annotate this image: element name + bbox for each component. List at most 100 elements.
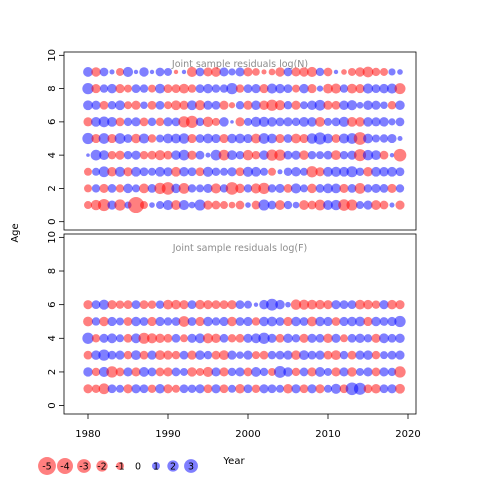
bubble-age7-2012: [339, 100, 349, 110]
bubble-age9-1989: [155, 67, 165, 77]
bubble-age6-1983: [107, 116, 117, 127]
bubble-age2-1988: [147, 184, 157, 193]
bubble-age6-2009: [315, 299, 325, 310]
bubble-age4-2011: [331, 150, 341, 161]
bubble-age9-2019: [397, 69, 403, 75]
bubble-age1-2009: [315, 384, 325, 394]
bubble-age2-2011: [331, 367, 341, 377]
x-tick-label-2010: 2010: [315, 429, 340, 440]
x-tick-label-1980: 1980: [75, 429, 100, 440]
legend-label--3: -3: [79, 462, 88, 473]
bubble-age2-1996: [210, 183, 222, 194]
bubble-age2-1997: [219, 367, 229, 377]
bubble-age7-1998: [228, 102, 236, 109]
bubble-age2-1987: [139, 367, 149, 377]
bubble-age4-1995: [202, 333, 214, 344]
bubble-age1-1997: [219, 384, 229, 394]
bubble-age1-1990: [162, 199, 174, 211]
bubble-age7-1986: [131, 100, 141, 110]
bubble-age3-1985: [123, 350, 133, 360]
bubble-age1-1992: [178, 199, 190, 211]
bubble-age2-2001: [251, 367, 261, 377]
bubble-age2-1986: [131, 367, 141, 377]
y-axis-top: 0 2 4 6 8 10: [47, 49, 64, 225]
bubble-age4-2012: [340, 334, 348, 343]
bubble-age3-2004: [275, 350, 285, 360]
bubble-age2-1980: [83, 367, 93, 377]
bubble-age6-1994: [195, 299, 205, 310]
bubble-age6-2007: [299, 116, 309, 127]
bubble-age6-1980: [83, 117, 93, 127]
bubble-age2-2005: [283, 184, 293, 193]
bubble-age1-2011: [330, 383, 342, 394]
bubble-age5-1997: [219, 133, 229, 144]
bubble-age3-2010: [323, 166, 333, 177]
bubble-age4-1983: [107, 150, 117, 160]
bubble-age5-2012: [338, 133, 350, 144]
bubble-age1-2019: [395, 383, 405, 394]
bubble-age6-2015: [363, 299, 373, 310]
bubble-age3-2005: [283, 167, 293, 176]
bubble-age6-2017: [379, 117, 389, 127]
bubble-age6-1996: [211, 300, 221, 310]
bubble-age9-2001: [252, 68, 260, 76]
bubble-age3-1981: [92, 167, 100, 176]
bubble-age6-2012: [338, 116, 350, 127]
legend-bubble--1: [116, 462, 124, 470]
bubble-age5-1990: [163, 317, 173, 326]
bubble-age4-1985: [123, 150, 133, 160]
bubble-age5-1985: [123, 134, 133, 143]
bubble-age1-1988: [149, 202, 155, 208]
bubble-age9-1983: [109, 69, 115, 75]
bubble-age1-2002: [258, 199, 270, 211]
bubble-age8-1980: [82, 82, 94, 95]
bubble-age2-2007: [299, 367, 309, 377]
bubble-age8-2004: [275, 83, 285, 94]
bubble-age2-1999: [235, 367, 245, 377]
bubble-age6-1990: [163, 117, 173, 127]
bubble-age4-2008: [307, 333, 317, 343]
legend-label-1: 1: [153, 462, 159, 473]
bubble-age1-1992: [179, 384, 189, 394]
bubble-age8-1997: [219, 84, 229, 93]
bubble-age1-1984: [114, 199, 126, 211]
bubble-age9-2018: [388, 68, 396, 76]
bubble-age5-2003: [267, 316, 277, 327]
bubble-age9-1981: [91, 67, 101, 77]
bubble-age8-1986: [131, 84, 141, 93]
bubble-age2-1995: [203, 183, 213, 193]
bubble-age2-1980: [84, 184, 92, 193]
bubble-age5-2011: [331, 134, 341, 143]
bubble-age8-2000: [243, 84, 253, 93]
bubble-age1-2010: [323, 200, 333, 210]
bubble-age5-2006: [291, 316, 301, 327]
bubble-age2-1989: [155, 367, 165, 377]
bubble-age2-2011: [331, 183, 341, 194]
bubble-age4-2007: [299, 333, 309, 343]
bubble-age4-2013: [347, 333, 357, 343]
bubble-age6-2016: [371, 117, 381, 127]
bubble-age3-2002: [260, 167, 268, 176]
bubbles-bottom: [82, 298, 406, 396]
bubble-age1-2005: [283, 200, 293, 210]
bubble-age2-2017: [379, 367, 389, 377]
bubble-age3-1986: [131, 350, 141, 361]
bubble-age1-1984: [116, 384, 124, 393]
bubble-age1-2000: [243, 384, 253, 394]
bubble-age9-1991: [173, 69, 179, 75]
bubble-age4-1988: [146, 333, 158, 344]
bubble-age6-1989: [155, 300, 165, 309]
bubble-age3-1981: [91, 350, 101, 360]
bubble-age7-1985: [124, 101, 132, 110]
bubble-age4-2006: [291, 150, 301, 160]
bubble-age4-1982: [99, 150, 109, 161]
bubble-age5-2000: [243, 316, 253, 327]
bubble-age2-2008: [307, 183, 317, 194]
bubble-age6-2000: [244, 117, 252, 126]
legend-bubble--3: [77, 459, 91, 473]
bubble-age3-2015: [363, 167, 373, 177]
bubble-age6-1995: [202, 116, 214, 128]
bubble-age6-2000: [244, 300, 252, 309]
bubble-age3-2014: [355, 350, 365, 360]
bubble-age5-2018: [387, 133, 397, 144]
